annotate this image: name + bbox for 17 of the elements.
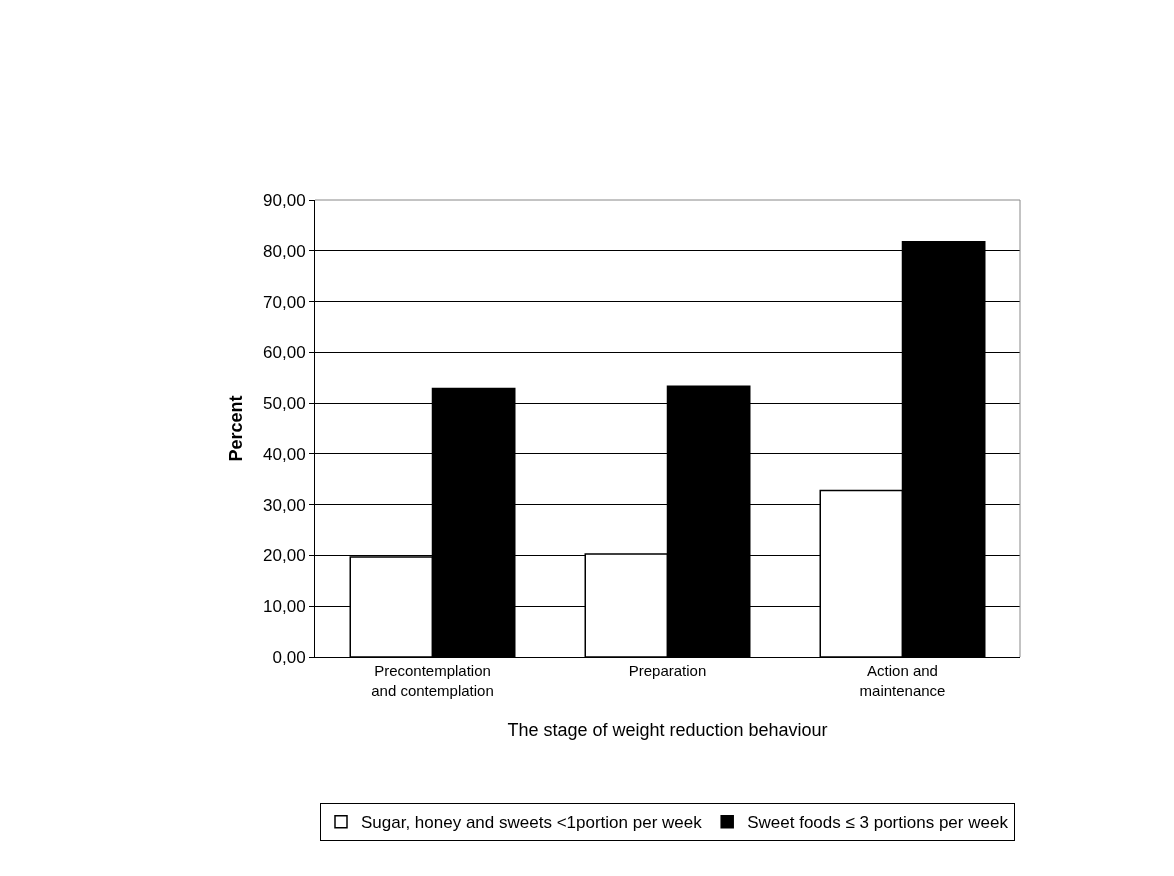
legend-label: Sugar, honey and sweets <1portion per week (361, 813, 703, 833)
y-tick-label: 10,00 (263, 597, 306, 617)
y-tick-label: 20,00 (263, 546, 306, 566)
x-axis-title: The stage of weight reduction behaviour (507, 719, 828, 740)
y-tick-label: 50,00 (263, 394, 306, 414)
y-tick-label: 60,00 (263, 343, 306, 363)
y-tick-label: 30,00 (263, 495, 306, 515)
y-tick-label: 90,00 (263, 190, 306, 210)
y-axis-title: Percent (226, 395, 247, 462)
y-tick-label: 80,00 (263, 241, 306, 261)
legend-label: Sweet foods ≤ 3 portions per week (747, 813, 1009, 833)
y-tick-label: 70,00 (263, 292, 306, 312)
x-tick-label: Action and maintenance (859, 662, 946, 699)
y-tick-label: 0,00 (272, 647, 306, 667)
x-tick-label: Preparation (628, 662, 707, 679)
y-tick-label: 40,00 (263, 444, 306, 464)
x-tick-label: Precontemplation and contemplation (371, 662, 494, 699)
